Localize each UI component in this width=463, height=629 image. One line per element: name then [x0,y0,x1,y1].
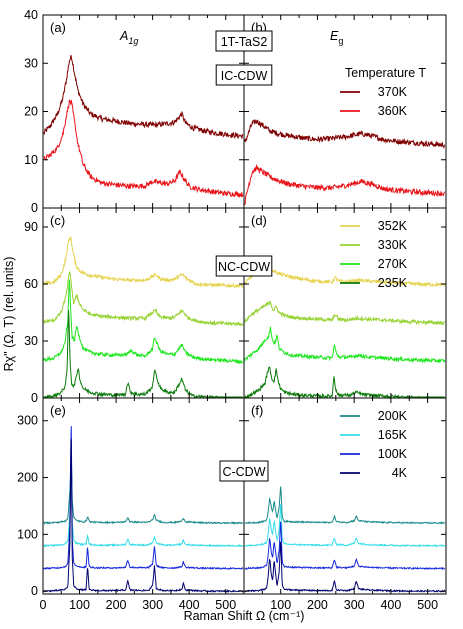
x-tick-label: 200 [307,598,328,612]
series-360K-a1g [43,99,244,199]
panel-frames [42,14,447,595]
panel-frame-d [243,207,447,399]
legend-entry: 352K [378,219,408,233]
panel-letter: (c) [50,213,65,228]
legends: Temperature T 370K 360K 352K 330K 270K 235K 200… [340,66,426,480]
x-tick-label: 400 [179,598,200,612]
x-tick-label: 500 [417,598,438,612]
series-352K-a1g [43,236,244,290]
phase-box [215,255,273,277]
x-tick-label: 400 [380,598,401,612]
y-tick-label: 100 [17,527,38,541]
y-tick-label: 20 [24,105,38,119]
y-tick-label: 0 [31,391,38,405]
panel-letter: (f) [251,403,263,418]
series-100K-eg [244,521,446,571]
y-tick-label: 40 [24,8,38,22]
legend-entry: 4K [392,466,408,480]
y-tick-label: 60 [24,277,38,291]
series-165K-eg [244,504,446,548]
series-200K-a1g [43,451,244,525]
x-tick-label: 100 [270,598,291,612]
legend-entry: 235K [378,276,408,290]
legend-entry: 370K [378,85,408,99]
phase-label: IC-CDW [221,69,268,83]
panel-letter: (d) [251,213,267,228]
series-270K-eg [244,326,446,364]
series-4K-eg [244,541,446,593]
panel-frame-e [42,397,245,595]
x-axis-label: Raman Shift Ω (cm⁻¹) [184,609,305,623]
series-100K-a1g [43,426,244,571]
series-270K-a1g [43,279,244,365]
series-235K-a1g [43,310,243,399]
symmetry-label-Eg: Eg [330,29,343,46]
y-tick-label: 10 [24,153,38,167]
x-tick-label: 200 [106,598,127,612]
y-tick-label: 300 [17,414,38,428]
panel-frame-f [243,397,447,595]
phase-box [219,460,269,482]
phase-label: NC-CDW [218,260,270,274]
y-tick-label: 0 [31,201,38,215]
legend-entry: 360K [378,104,408,118]
phase-label: C-CDW [222,465,265,479]
y-tick-label: 0 [31,584,38,598]
series-165K-a1g [43,458,244,548]
legend-entry: 165K [378,428,408,442]
series-330K-a1g [43,271,244,327]
panel-letter: (e) [50,403,66,418]
series-370K-eg [244,119,446,149]
y-tick-label: 90 [24,220,38,234]
x-tick-label: 100 [69,598,90,612]
legend-entry: 200K [378,409,408,423]
series-200K-eg [244,486,446,525]
y-tick-label: 30 [24,56,38,70]
x-tick-label: 300 [142,598,163,612]
phase-box [215,64,273,86]
chart-title: 1T-TaS2 [221,35,268,49]
symmetry-label-A1g: A1g [119,29,138,46]
y-tick-label: 200 [17,471,38,485]
legend-entry: 270K [378,257,408,271]
title-box [215,30,273,52]
series-352K-eg [244,266,446,288]
series-360K-eg [244,163,446,206]
spectra-curves [43,55,446,594]
series-330K-eg [244,300,445,327]
axis-ticks [42,14,447,594]
series-370K-a1g [43,55,244,140]
series-4K-a1g [43,439,244,594]
panel-letter: (a) [50,20,66,35]
x-tick-label: 500 [215,598,236,612]
legend-title: Temperature T [345,66,426,80]
y-tick-label: 30 [24,334,38,348]
x-tick-label: 0 [40,598,47,612]
x-tick-label: 300 [344,598,365,612]
legend-entry: 330K [378,238,408,252]
series-235K-eg [244,366,445,399]
y-axis-label: Rχ" (Ω, T) (rel. units) [2,257,16,372]
legend-entry: 100K [378,447,408,461]
